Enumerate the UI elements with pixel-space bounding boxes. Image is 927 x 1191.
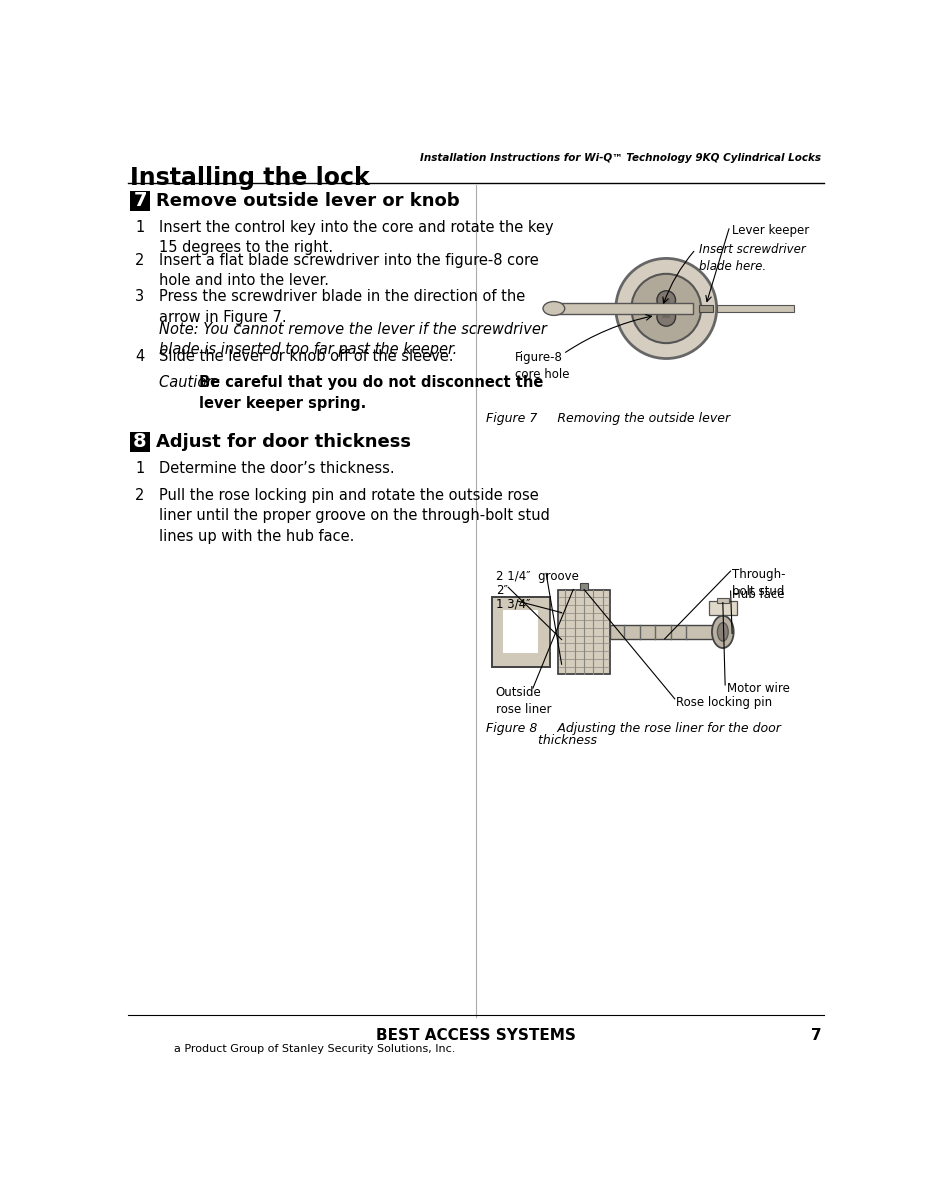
Text: Rose locking pin: Rose locking pin — [676, 696, 771, 709]
Ellipse shape — [656, 291, 675, 310]
Text: Caution:: Caution: — [159, 375, 224, 391]
Text: 7: 7 — [810, 1028, 820, 1042]
Text: 7: 7 — [133, 192, 146, 210]
Text: Pull the rose locking pin and rotate the outside rose
liner until the proper gro: Pull the rose locking pin and rotate the… — [159, 488, 549, 543]
Text: 4: 4 — [135, 349, 145, 364]
Bar — [698, 305, 712, 312]
Ellipse shape — [616, 258, 716, 358]
FancyArrow shape — [658, 306, 677, 311]
Text: Outside
rose liner: Outside rose liner — [495, 686, 551, 716]
Text: BEST ACCESS SYSTEMS: BEST ACCESS SYSTEMS — [375, 1028, 575, 1042]
Text: 1: 1 — [135, 461, 145, 476]
Bar — [662, 299, 669, 318]
Bar — [553, 303, 692, 314]
Text: 1 3/4″: 1 3/4″ — [495, 598, 529, 611]
Bar — [610, 625, 722, 638]
Ellipse shape — [717, 623, 728, 641]
Text: Determine the door’s thickness.: Determine the door’s thickness. — [159, 461, 394, 476]
Text: Insert screwdriver
blade here.: Insert screwdriver blade here. — [698, 243, 805, 273]
Text: Be careful that you do not disconnect the
lever keeper spring.: Be careful that you do not disconnect th… — [198, 375, 542, 411]
Text: Motor wire: Motor wire — [726, 682, 789, 694]
Text: thickness: thickness — [486, 734, 597, 747]
Text: Remove outside lever or knob: Remove outside lever or knob — [156, 192, 460, 210]
Bar — [716, 598, 729, 603]
Ellipse shape — [630, 274, 701, 343]
Text: 2″: 2″ — [495, 584, 507, 597]
Text: Lever keeper: Lever keeper — [731, 224, 808, 237]
Text: Installation Instructions for Wi-Q™ Technology 9KQ Cylindrical Locks: Installation Instructions for Wi-Q™ Tech… — [420, 152, 820, 163]
Text: Adjust for door thickness: Adjust for door thickness — [156, 432, 411, 450]
Bar — [716, 305, 794, 312]
Bar — [579, 584, 588, 590]
Text: Press the screwdriver blade in the direction of the
arrow in Figure 7.: Press the screwdriver blade in the direc… — [159, 289, 525, 325]
FancyBboxPatch shape — [130, 431, 150, 451]
Text: Through-
bolt stud: Through- bolt stud — [731, 568, 785, 598]
Bar — [503, 610, 538, 654]
Text: 8: 8 — [133, 432, 146, 451]
Ellipse shape — [656, 307, 675, 326]
Text: 2 1/4″  groove: 2 1/4″ groove — [495, 570, 578, 584]
Text: a Product Group of Stanley Security Solutions, Inc.: a Product Group of Stanley Security Solu… — [174, 1043, 455, 1054]
Text: Hub face: Hub face — [731, 588, 784, 601]
Bar — [557, 590, 610, 674]
Text: Figure 7     Removing the outside lever: Figure 7 Removing the outside lever — [486, 412, 730, 425]
Text: Slide the lever or knob off of the sleeve.: Slide the lever or knob off of the sleev… — [159, 349, 452, 364]
Ellipse shape — [711, 616, 733, 648]
Ellipse shape — [542, 301, 565, 316]
Text: Note: You cannot remove the lever if the screwdriver
blade is inserted too far p: Note: You cannot remove the lever if the… — [159, 322, 546, 357]
Text: Insert the control key into the core and rotate the key
15 degrees to the right.: Insert the control key into the core and… — [159, 220, 552, 255]
Text: 2: 2 — [135, 488, 145, 503]
Bar — [491, 597, 550, 667]
Text: Installing the lock: Installing the lock — [130, 166, 369, 191]
Bar — [708, 601, 736, 615]
Text: Figure 8     Adjusting the rose liner for the door: Figure 8 Adjusting the rose liner for th… — [486, 722, 781, 735]
Text: 3: 3 — [135, 289, 145, 304]
FancyBboxPatch shape — [130, 191, 150, 211]
Text: Figure-8
core hole: Figure-8 core hole — [514, 351, 569, 381]
Text: 2: 2 — [135, 252, 145, 268]
Text: 1: 1 — [135, 220, 145, 235]
Text: Insert a flat blade screwdriver into the figure-8 core
hole and into the lever.: Insert a flat blade screwdriver into the… — [159, 252, 538, 288]
